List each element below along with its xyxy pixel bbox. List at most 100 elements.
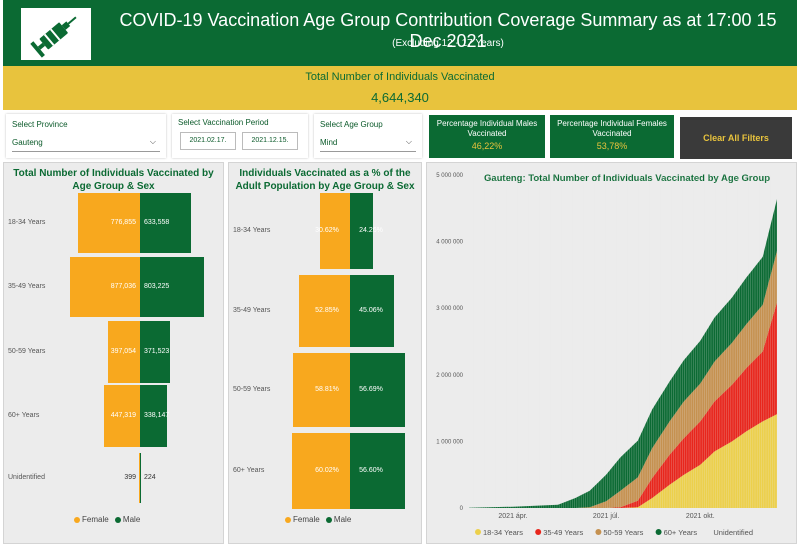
page-title: COVID-19 Vaccination Age Group Contribut…	[119, 10, 777, 51]
y-tick-label: 0	[460, 506, 464, 512]
male-bar	[140, 193, 191, 253]
female-value-label: 30.62%	[315, 227, 339, 234]
total-vaccinated-label: Total Number of Individuals Vaccinated	[305, 71, 495, 83]
female-bar	[320, 193, 350, 269]
age-group-label: 18-34 Years	[8, 219, 46, 226]
male-percentage-value: 46,22%	[471, 141, 503, 151]
female-bar	[139, 453, 140, 503]
chart-legend: Female Male	[74, 515, 140, 524]
age-group-label: Unidentified	[8, 474, 45, 481]
age-group-label: 50-59 Years	[8, 348, 46, 355]
male-bar	[140, 385, 168, 447]
male-bar	[140, 257, 205, 317]
series-area-35-49-years	[469, 302, 777, 508]
clear-all-filters-button[interactable]: Clear All Filters	[680, 117, 792, 159]
chevron-down-icon: ⌵	[149, 137, 156, 146]
period-end-input[interactable]: 2021.12.15.	[242, 132, 298, 150]
series-area-50-59-years	[469, 250, 777, 508]
male-bar	[350, 353, 405, 427]
legend-male-label: Male	[122, 515, 141, 524]
age-group-label: 60+ Years	[233, 467, 265, 474]
age-group-slicer: Select Age Group Mind ⌵	[314, 114, 422, 158]
legend-female-label: Female	[293, 515, 320, 524]
female-value-label: 397,054	[110, 348, 136, 355]
female-value-label: 447,319	[110, 412, 136, 419]
female-bar	[69, 257, 140, 317]
legend-dot	[595, 529, 602, 535]
chart-legend: Female Male	[285, 515, 351, 524]
series-area-60-years	[469, 199, 777, 508]
age-group-slicer-label: Select Age Group	[320, 120, 383, 129]
female-bar	[108, 321, 140, 383]
area-chart-svg: 0 1 000 000 2 000 000 3 000 000 4 000 000 5 0…	[436, 173, 778, 537]
female-percentage-value: 53,78%	[596, 141, 628, 151]
male-bar	[140, 453, 141, 503]
count-by-age-sex-chart: Total Number of Individuals Vaccinated b…	[3, 162, 224, 544]
male-percentage-label: Percentage Individual Males Vaccinated	[436, 119, 538, 138]
male-value-label: 56.69%	[359, 386, 383, 393]
female-percentage-label: Percentage Individual Females Vaccinated	[557, 119, 667, 138]
female-value-label: 399	[124, 474, 136, 481]
legend-dot	[655, 529, 662, 535]
legend-male-label: Male	[333, 515, 352, 524]
male-value-label: 24.26%	[359, 227, 383, 234]
male-bar	[350, 193, 374, 269]
cumulative-area-chart: 0 1 000 000 2 000 000 3 000 000 4 000 000 5 0…	[426, 162, 797, 544]
male-bar	[140, 321, 170, 383]
period-start-input[interactable]: 2021.02.17.	[180, 132, 236, 150]
male-bar	[350, 275, 394, 347]
female-bar	[298, 275, 350, 347]
age-group-dropdown[interactable]: Mind ⌵	[320, 136, 416, 152]
female-value-label: 60.02%	[315, 467, 339, 474]
male-bar	[350, 433, 405, 509]
female-value-label: 877,036	[110, 283, 136, 290]
total-vaccinated-value: 4,644,340	[371, 90, 429, 105]
age-group-label: 18-34 Years	[233, 227, 271, 234]
age-group-label: 35-49 Years	[233, 307, 271, 314]
y-tick-label: 4 000 000	[436, 240, 463, 246]
legend-label: 18-34 Years	[483, 528, 523, 537]
chevron-down-icon: ⌵	[405, 137, 412, 146]
y-tick-label: 2 000 000	[436, 373, 463, 379]
age-group-label: 35-49 Years	[8, 283, 46, 290]
legend-dot	[475, 529, 481, 535]
province-dropdown[interactable]: Gauteng ⌵	[12, 136, 160, 152]
legend-female-dot	[74, 516, 80, 523]
x-tick-label: 2021 ápr.	[498, 513, 527, 520]
male-value-label: 338,147	[144, 412, 170, 419]
male-value-label: 371,523	[144, 348, 170, 355]
legend-label: 50-59 Years	[603, 528, 643, 537]
male-value-label: 45.06%	[359, 307, 383, 314]
province-slicer-label: Select Province	[12, 120, 68, 129]
total-vaccinated-card: Total Number of Individuals Vaccinated 4…	[3, 66, 797, 110]
legend-dot	[535, 529, 542, 535]
logo	[21, 8, 91, 60]
y-tick-label: 3 000 000	[436, 306, 463, 312]
legend-female-label: Female	[82, 515, 109, 524]
male-value-label: 224	[144, 474, 156, 481]
female-bar	[104, 385, 140, 447]
page-subtitle: (Excluding 12 - 17 Years)	[392, 38, 504, 49]
chart-title: Total Number of Individuals Vaccinated b…	[13, 168, 214, 192]
report-header: COVID-19 Vaccination Age Group Contribut…	[3, 0, 797, 66]
chart-title: Individuals Vaccinated as a % of the Adu…	[235, 168, 415, 192]
x-tick-label: 2021 okt.	[686, 513, 715, 520]
legend-male-dot	[325, 516, 332, 523]
age-group-label: 50-59 Years	[233, 386, 271, 393]
legend-label: 35-49 Years	[543, 528, 583, 537]
female-bar	[77, 193, 140, 253]
age-group-label: 60+ Years	[8, 412, 40, 419]
legend-male-dot	[114, 516, 121, 523]
syringe-icon	[30, 16, 77, 58]
y-tick-label: 5 000 000	[436, 173, 463, 179]
male-value-label: 803,225	[144, 283, 170, 290]
female-value-label: 776,855	[110, 219, 136, 226]
male-percentage-card: Percentage Individual Males Vaccinated 4…	[429, 115, 545, 158]
male-value-label: 633,558	[144, 219, 170, 226]
y-tick-label: 1 000 000	[436, 439, 463, 445]
legend-label: 60+ Years	[664, 528, 698, 537]
period-slicer-label: Select Vaccination Period	[178, 118, 269, 127]
legend-label: Unidentified	[713, 528, 753, 537]
age-group-dropdown-value: Mind	[320, 138, 338, 147]
period-slicer: Select Vaccination Period 2021.02.17. 20…	[172, 114, 308, 158]
